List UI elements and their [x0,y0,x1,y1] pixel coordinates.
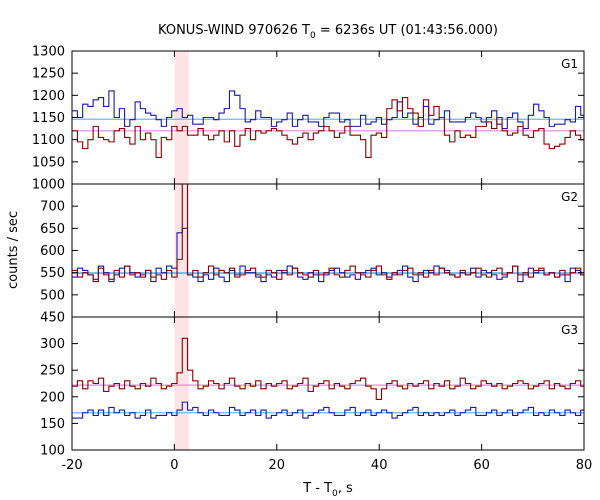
y-tick-label: 1250 [32,67,65,82]
panel-frame [71,316,585,451]
chart-title: KONUS-WIND 970626 T0 = 6236s UT (01:43:5… [158,23,498,41]
panel-label: G1 [561,57,578,71]
panel-g2-series [72,184,584,283]
y-tick-label: 500 [40,288,65,303]
y-tick-label: 100 [40,444,65,459]
y-tick-label: 700 [40,200,65,215]
y-tick-label: 1050 [32,155,65,170]
burst-highlight-group [174,51,189,450]
panel-frame [71,183,585,318]
count-rate-series-blue [72,401,584,419]
x-tick-label: 60 [473,458,490,473]
y-tick-label: 200 [40,390,65,405]
burst-interval-highlight [174,51,189,450]
panel-frames: G1 G2 G3 [71,50,585,451]
y-tick-label: 600 [40,244,65,259]
y-tick-label: 1000 [32,178,65,193]
x-tick-label: 20 [269,458,286,473]
count-rate-series-red [72,184,584,283]
panel-g1-series [72,90,584,158]
y-tick-label: 300 [40,337,65,352]
y-tick-label: 650 [40,222,65,237]
x-tick-label: -20 [61,458,82,473]
y-axis-title: counts / sec [6,211,21,289]
y-tick-label: 450 [40,311,65,326]
count-rate-series-red [72,337,584,401]
y-tick-label: 1150 [32,111,65,126]
y-tick-label: 1300 [32,45,65,60]
panel-g3-series [72,337,584,419]
y-tick-label: 1200 [32,89,65,104]
series-group [72,90,584,419]
x-axis-title: T - T0, s [302,481,353,499]
y-tick-label: 150 [40,417,65,432]
y-tick-label: 550 [40,266,65,281]
x-tick-label: 80 [576,458,593,473]
count-rate-series-red [72,97,584,158]
axis-ticks: 1050110011501200125013001000450500550600… [32,45,592,474]
y-tick-label: 1100 [32,133,65,148]
panel-label: G3 [561,323,578,337]
panel-label: G2 [561,190,578,204]
y-tick-label: 250 [40,364,65,379]
x-tick-label: 0 [170,458,178,473]
x-tick-label: 40 [371,458,388,473]
count-rate-series-blue [72,90,584,130]
